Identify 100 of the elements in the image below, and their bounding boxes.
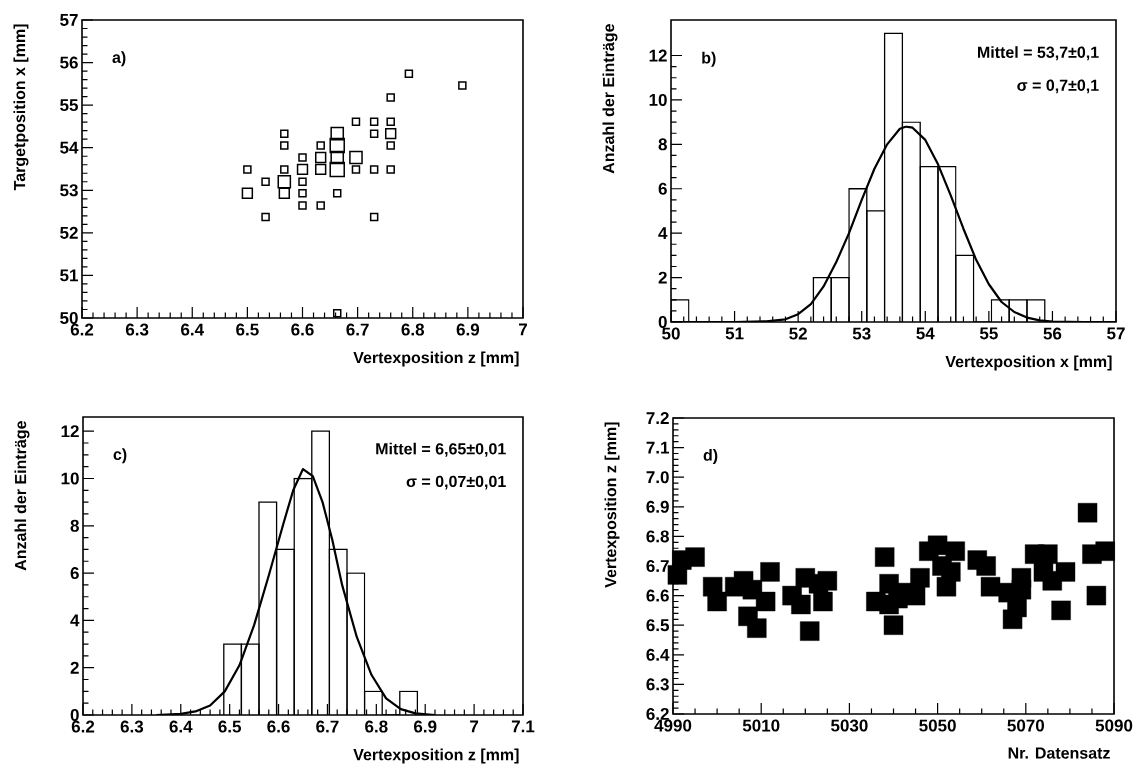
y-tick-label: 6 <box>70 567 79 580</box>
x-tick-label: 4990 <box>654 719 692 732</box>
point <box>927 535 948 555</box>
point <box>976 556 996 576</box>
point <box>1007 597 1027 618</box>
x-tick-label: 6.5 <box>218 720 242 733</box>
point <box>1011 579 1032 600</box>
point <box>1051 600 1071 621</box>
point <box>945 541 965 561</box>
y-tick-label: 7.1 <box>646 441 669 454</box>
y-tick-label: 6.7 <box>646 559 669 573</box>
x-axis-title: Vertexposition x [mm] <box>945 355 1112 371</box>
point <box>1086 585 1107 606</box>
y-tick-label: 0 <box>658 315 667 329</box>
x-axis-title: Vertexposition z [mm] <box>353 351 519 367</box>
point <box>685 547 705 567</box>
x-axis-title: Nr. Datensatz <box>1008 747 1110 759</box>
x-tick-label: 55 <box>979 327 998 340</box>
y-tick-label: 4 <box>70 614 80 627</box>
point <box>707 591 727 612</box>
y-tick-label: 53 <box>60 184 78 197</box>
point <box>817 571 838 591</box>
x-tick-label: 6.7 <box>346 323 369 336</box>
x-tick-label: 6.3 <box>125 323 149 336</box>
y-tick-label: 6.5 <box>646 619 669 632</box>
x-tick-label: 51 <box>725 327 744 340</box>
x-tick-label: 6.7 <box>316 720 339 733</box>
y-tick-label: 6.2 <box>646 707 669 721</box>
point <box>905 585 926 606</box>
y-tick-label: 52 <box>60 226 78 239</box>
annotation: a) <box>112 51 126 67</box>
annotation: σ = 0,7±0,1 <box>1017 79 1099 94</box>
point <box>800 621 820 641</box>
annotation: σ = 0,07±0,01 <box>406 475 506 490</box>
point <box>941 562 961 582</box>
x-tick-label: 5070 <box>1007 719 1044 732</box>
y-tick-label: 4 <box>658 227 668 240</box>
y-tick-label: 12 <box>61 425 79 438</box>
x-tick-label: 6.4 <box>169 720 193 733</box>
y-tick-label: 6.6 <box>646 589 669 602</box>
y-tick-label: 10 <box>61 472 79 485</box>
x-tick-label: 52 <box>789 327 807 340</box>
point <box>747 618 767 638</box>
point <box>910 568 930 588</box>
y-tick-label: 50 <box>60 311 78 325</box>
y-tick-label: 57 <box>60 14 78 26</box>
x-tick-label: 6.9 <box>456 323 480 336</box>
x-tick-label: 6.8 <box>365 720 388 733</box>
y-tick-label: 2 <box>658 271 667 284</box>
y-axis-title: Anzahl der Einträge <box>14 421 30 571</box>
y-tick-label: 8 <box>658 138 667 151</box>
point <box>813 591 833 612</box>
y-tick-label: 55 <box>60 99 78 112</box>
x-tick-label: 6.4 <box>181 323 204 336</box>
x-tick-label: 5030 <box>831 719 868 732</box>
x-tick-label: 5090 <box>1095 719 1133 732</box>
x-tick-label: 6.5 <box>236 323 259 336</box>
y-tick-label: 56 <box>60 56 78 69</box>
y-tick-label: 6 <box>658 182 667 195</box>
y-tick-label: 10 <box>649 93 667 106</box>
point <box>883 615 904 635</box>
annotation: b) <box>702 51 716 67</box>
point <box>1038 544 1058 564</box>
annotation: c) <box>113 448 127 464</box>
y-tick-label: 2 <box>70 661 79 674</box>
x-tick-label: 7.1 <box>511 720 535 733</box>
point <box>1077 503 1098 523</box>
x-tick-label: 6.3 <box>120 720 144 733</box>
x-tick-label: 7 <box>470 720 479 733</box>
annotation: Mittel = 6,65±0,01 <box>376 442 506 457</box>
x-tick-label: 53 <box>852 327 871 340</box>
y-tick-label: 12 <box>649 49 667 62</box>
x-tick-label: 56 <box>1043 327 1062 340</box>
x-tick-label: 6.8 <box>401 323 425 336</box>
annotation: Mittel = 53,7±0,1 <box>978 46 1099 61</box>
point <box>980 577 1001 597</box>
y-tick-label: 0 <box>70 708 79 722</box>
y-tick-label: 7.0 <box>646 471 669 484</box>
y-tick-label: 6.3 <box>646 678 669 691</box>
y-tick-label: 7.2 <box>646 412 669 424</box>
x-tick-label: 54 <box>916 327 935 340</box>
x-tick-label: 7 <box>519 323 527 336</box>
point <box>760 562 780 582</box>
point <box>874 547 895 567</box>
point <box>791 594 811 615</box>
y-tick-label: 54 <box>60 141 79 154</box>
y-tick-label: 6.4 <box>646 648 670 661</box>
annotation: d) <box>703 449 718 464</box>
x-tick-label: 6.6 <box>291 323 314 336</box>
y-axis-title: Anzahl der Einträge <box>602 24 618 174</box>
x-tick-label: 5050 <box>919 719 956 732</box>
point <box>755 591 776 612</box>
y-tick-label: 6.8 <box>646 530 669 543</box>
point <box>1095 541 1115 561</box>
x-tick-label: 6.6 <box>267 720 290 733</box>
x-tick-label: 5010 <box>742 719 780 732</box>
y-tick-label: 8 <box>70 519 79 532</box>
x-axis-title: Vertexposition z [mm] <box>353 748 519 764</box>
y-axis-title: Targetposition x [mm] <box>13 24 29 191</box>
y-tick-label: 6.9 <box>646 500 669 513</box>
